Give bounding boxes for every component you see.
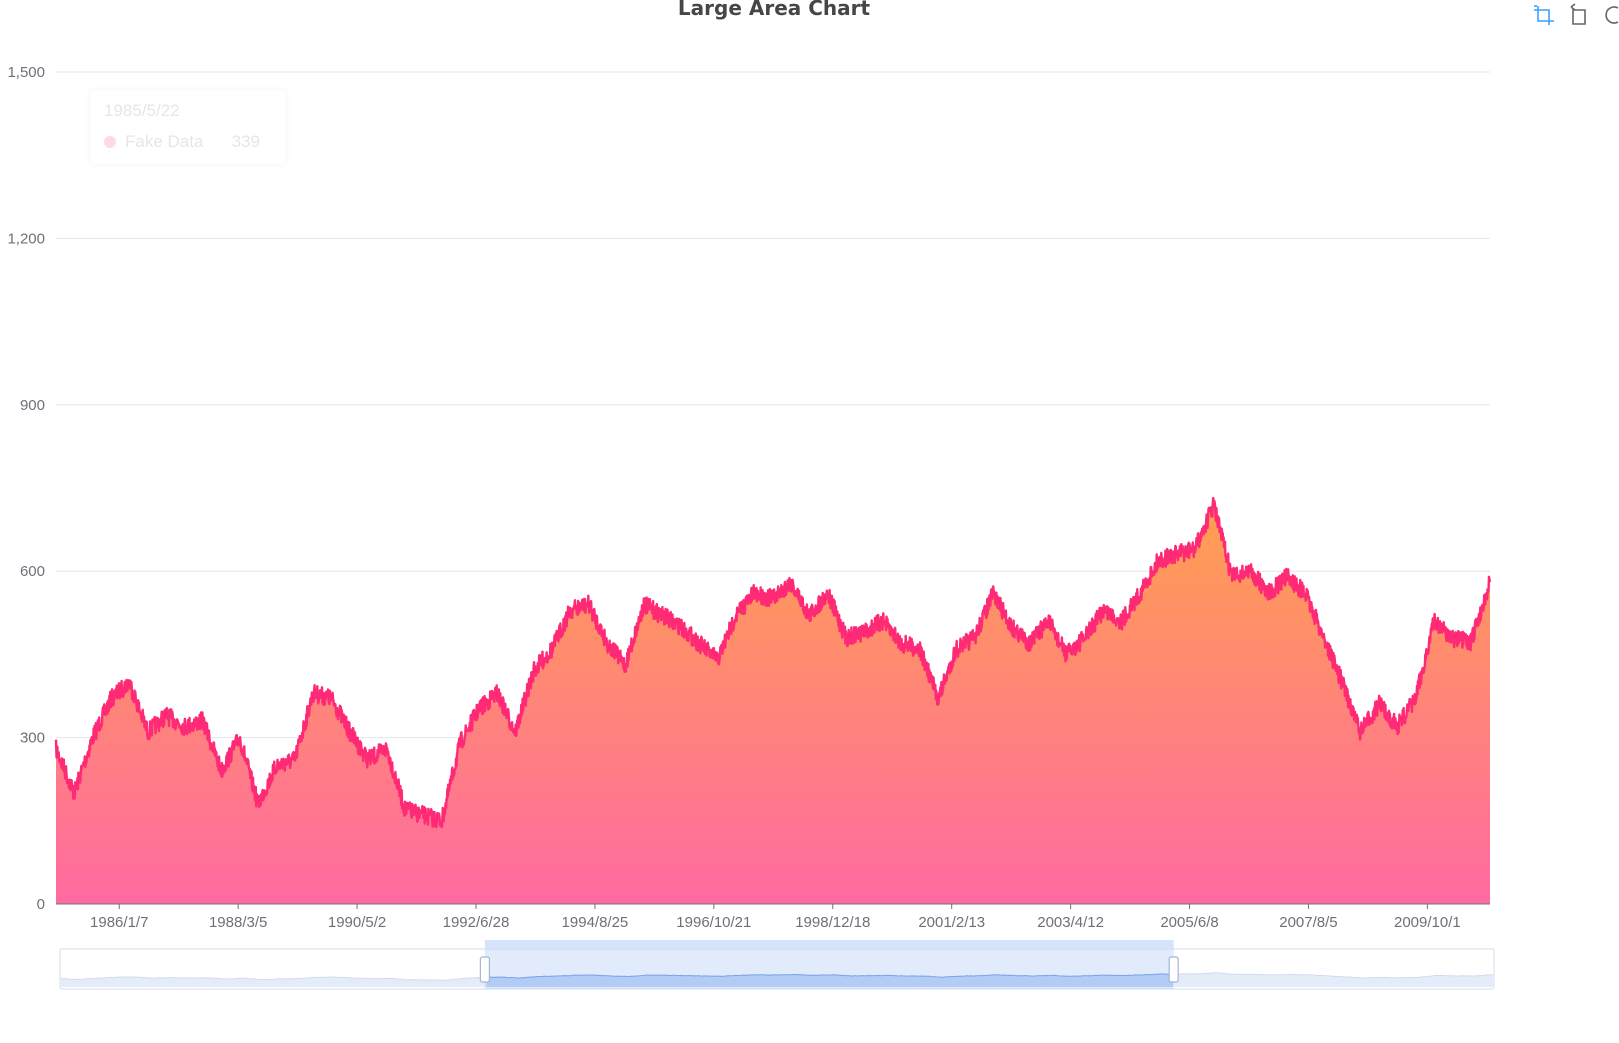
x-axis: 1986/1/7 1988/3/5 1990/5/2 1992/6/28 1994/8/… xyxy=(56,903,1490,931)
y-tick-label: 600 xyxy=(20,563,45,580)
y-tick-label: 300 xyxy=(20,730,45,747)
x-tick-label: 1988/3/5 xyxy=(209,914,267,931)
zoom-icon[interactable] xyxy=(1534,5,1554,25)
restore-icon[interactable] xyxy=(1605,6,1619,24)
y-tick-label: 1,500 xyxy=(7,64,45,81)
tooltip-series-name: Fake Data xyxy=(125,132,204,151)
tooltip-date: 1985/5/22 xyxy=(104,101,180,120)
x-tick-label: 2009/10/1 xyxy=(1394,914,1461,931)
zoom-reset-icon[interactable] xyxy=(1570,3,1586,25)
zoom-selected-line xyxy=(486,973,1173,979)
x-tick-label: 1996/10/21 xyxy=(676,914,751,931)
x-tick-label: 2001/2/13 xyxy=(918,914,985,931)
y-axis: 0 300 600 900 1,200 1,500 xyxy=(7,64,45,913)
x-tick-label: 1998/12/18 xyxy=(795,914,870,931)
x-tick-label: 1992/6/28 xyxy=(443,914,510,931)
area-fill xyxy=(56,498,1490,904)
tooltip: 1985/5/22 Fake Data 339 xyxy=(90,90,286,164)
y-tick-label: 0 xyxy=(37,896,45,913)
x-tick-label: 2007/8/5 xyxy=(1279,914,1337,931)
y-tick-label: 900 xyxy=(20,397,45,414)
y-tick-label: 1,200 xyxy=(7,230,45,247)
data-zoom-slider[interactable] xyxy=(59,940,1495,990)
grid-lines xyxy=(56,71,1490,739)
series-line xyxy=(54,496,1492,829)
tooltip-value: 339 xyxy=(231,132,260,151)
tooltip-row: Fake Data 339 xyxy=(104,132,274,152)
x-tick-label: 1994/8/25 xyxy=(562,914,629,931)
x-tick-label: 2005/6/8 xyxy=(1160,914,1218,931)
tooltip-marker-icon xyxy=(104,136,116,148)
x-tick-label: 2003/4/12 xyxy=(1037,914,1104,931)
x-tick-label: 1990/5/2 xyxy=(328,914,386,931)
chart-title: Large Area Chart xyxy=(678,0,871,20)
zoom-handle-left[interactable] xyxy=(479,956,490,983)
zoom-selected-area xyxy=(486,973,1173,987)
zoom-move-handle[interactable] xyxy=(484,940,1174,949)
x-tick-label: 1986/1/7 xyxy=(90,914,148,931)
zoom-handle-right[interactable] xyxy=(1168,956,1179,983)
